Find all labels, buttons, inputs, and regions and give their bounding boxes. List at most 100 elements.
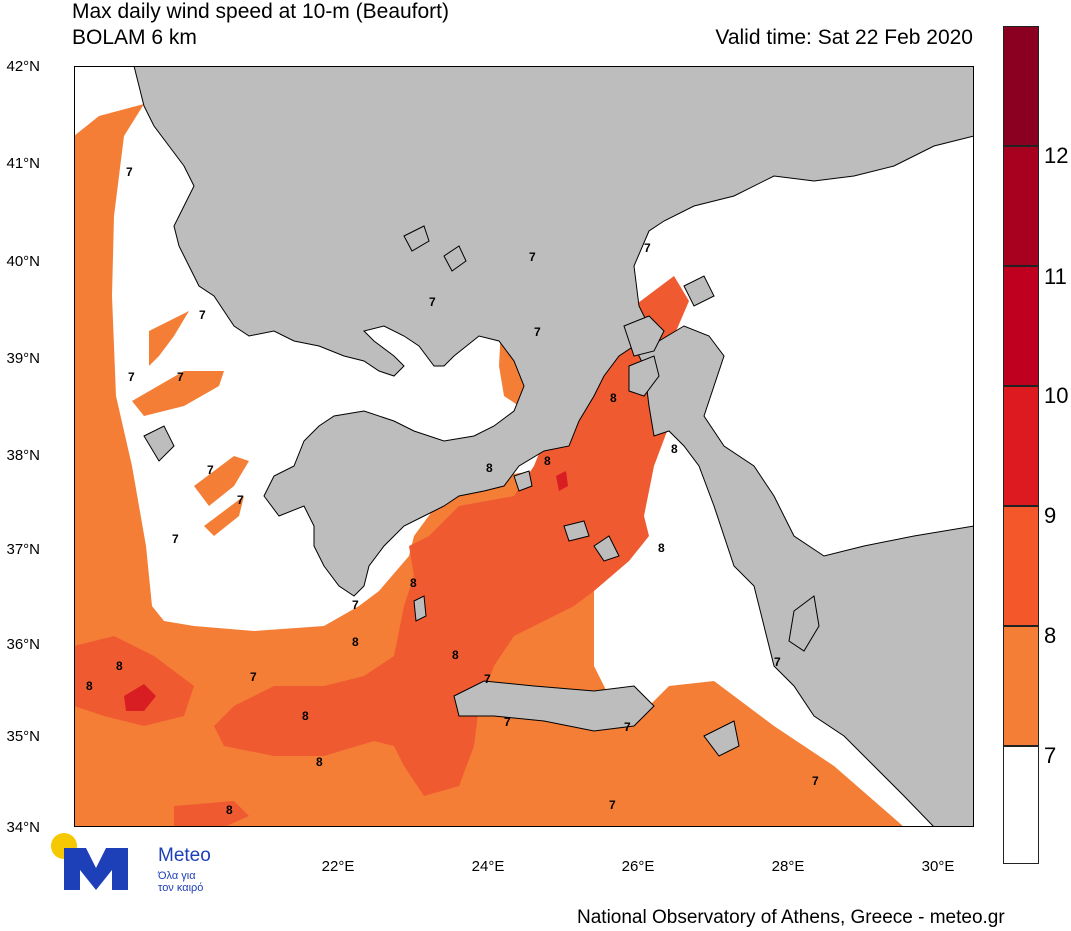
contour-label: 7 — [644, 241, 651, 255]
colorbar-segment — [1003, 626, 1039, 746]
land-masses — [133, 66, 974, 827]
contour-label: 7 — [609, 798, 616, 812]
cyclades-island-3 — [593, 535, 620, 562]
colorbar-segment — [1003, 746, 1039, 864]
contour-label: 7 — [534, 325, 541, 339]
colorbar-segment — [1003, 386, 1039, 506]
contour-label: 7 — [529, 250, 536, 264]
contour-label: 7 — [177, 370, 184, 384]
lat-label: 42°N — [6, 58, 40, 75]
lat-label: 38°N — [6, 447, 40, 464]
lesvos — [623, 315, 665, 357]
contour-label: 7 — [207, 463, 214, 477]
lat-label: 41°N — [6, 155, 40, 172]
contour-label: 7 — [504, 715, 511, 729]
contour-label: 8 — [352, 635, 359, 649]
karpathos — [703, 720, 740, 757]
lon-label: 24°E — [471, 858, 505, 875]
lon-label: 30°E — [921, 858, 955, 875]
contour-label: 7 — [126, 165, 133, 179]
turkish-coast-island — [683, 275, 715, 307]
contour-label: 8 — [544, 454, 551, 468]
map-svg: 7 7 7 7 7 7 7 7 7 7 7 7 7 7 7 7 7 7 7 8 … — [74, 66, 974, 827]
map-title: Max daily wind speed at 10-m (Beaufort) — [72, 0, 450, 23]
contour-label: 8 — [452, 648, 459, 662]
bft7-main — [74, 91, 904, 827]
bft7-ionian-4 — [204, 496, 244, 536]
contour-label: 7 — [429, 295, 436, 309]
m-logo-icon — [64, 848, 128, 890]
contour-label: 8 — [316, 755, 323, 769]
contour-label: 7 — [128, 370, 135, 384]
contour-label: 7 — [250, 670, 257, 684]
colorbar-label: 7 — [1044, 743, 1057, 768]
contour-label: 8 — [116, 659, 123, 673]
cyclades-island-1 — [513, 470, 533, 492]
contour-label: 8 — [226, 803, 233, 817]
zakynthos — [143, 425, 175, 462]
contour-label: 8 — [86, 679, 93, 693]
bft7-ionian-3 — [194, 456, 249, 506]
contour-label: 7 — [774, 655, 781, 669]
lat-label: 36°N — [6, 636, 40, 653]
logo-tagline-line2: τον καιρό — [158, 882, 204, 894]
logo-tagline-line1: Όλα για — [158, 870, 196, 882]
bft7-crete-south-2 — [564, 736, 614, 811]
crete — [453, 680, 655, 732]
colorbar-segment — [1003, 26, 1039, 146]
lat-label: 37°N — [6, 541, 40, 558]
contour-label: 8 — [671, 442, 678, 456]
colorbar-label: 8 — [1044, 623, 1057, 648]
bft9-areas — [124, 471, 568, 711]
map-border — [74, 66, 974, 827]
wind-map: 7 7 7 7 7 7 7 7 7 7 7 7 7 7 7 7 7 7 7 8 … — [74, 66, 974, 827]
bft8-patch — [304, 691, 349, 726]
colorbar-label: 12 — [1044, 143, 1069, 168]
lon-label: 26°E — [621, 858, 655, 875]
contour-labels: 7 7 7 7 7 7 7 7 7 7 7 7 7 7 7 7 7 7 7 8 … — [86, 165, 819, 817]
meteo-logo — [51, 833, 128, 890]
colorbar — [1003, 26, 1039, 864]
bft7-ionian-2 — [132, 371, 224, 416]
contour-label: 7 — [237, 493, 244, 507]
colorbar-label: 9 — [1044, 503, 1057, 528]
bft8-west — [74, 636, 194, 726]
lon-label: 28°E — [771, 858, 805, 875]
colorbar-label: 11 — [1044, 264, 1067, 289]
skiathos — [403, 225, 430, 252]
colorbar-label: 10 — [1044, 383, 1069, 408]
kythira — [413, 595, 427, 622]
contour-label: 7 — [199, 308, 206, 322]
contour-label: 8 — [610, 391, 617, 405]
footer-credit: National Observatory of Athens, Greece -… — [577, 907, 1005, 928]
bft9-cyclades — [556, 471, 568, 491]
chios — [628, 355, 660, 397]
contour-label: 8 — [486, 461, 493, 475]
contour-label: 8 — [410, 576, 417, 590]
contour-label: 8 — [302, 709, 309, 723]
skyros — [443, 245, 467, 272]
logo-tagline: Όλα για τον καιρό — [158, 870, 203, 894]
bft8-south-1 — [174, 801, 249, 827]
contour-label: 7 — [172, 532, 179, 546]
logo-name: Meteo — [158, 845, 211, 866]
lat-label: 39°N — [6, 350, 40, 367]
balkan-mainland — [133, 66, 974, 827]
valid-time: Valid time: Sat 22 Feb 2020 — [715, 26, 973, 49]
bft7-ionian-1 — [149, 311, 189, 366]
lat-label: 35°N — [6, 728, 40, 745]
contour-label: 7 — [812, 774, 819, 788]
contour-label: 8 — [658, 541, 665, 555]
contour-label: 7 — [352, 598, 359, 612]
lat-label: 34°N — [6, 819, 40, 836]
lat-label: 40°N — [6, 253, 40, 270]
model-name: BOLAM 6 km — [72, 26, 197, 49]
bft9-west — [124, 684, 156, 711]
cyclades-island-2 — [563, 520, 590, 542]
colorbar-segment — [1003, 506, 1039, 626]
contour-label: 7 — [624, 720, 631, 734]
bft7-crete-south-1 — [474, 721, 534, 827]
lon-label: 22°E — [321, 858, 355, 875]
colorbar-segment — [1003, 266, 1039, 386]
contour-label: 7 — [484, 672, 491, 686]
